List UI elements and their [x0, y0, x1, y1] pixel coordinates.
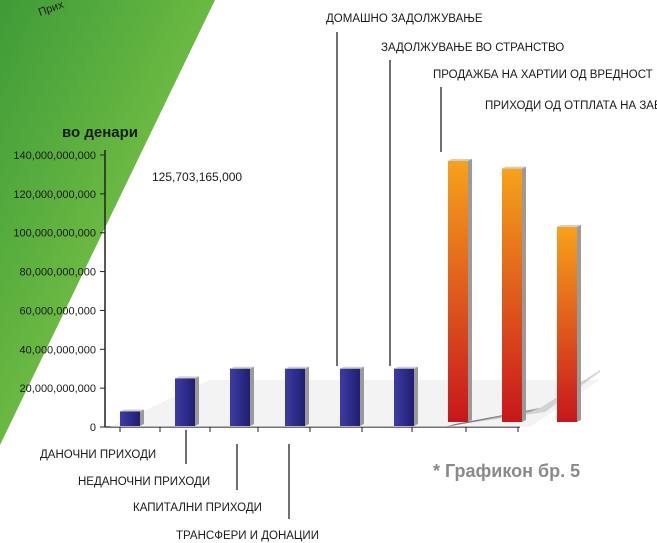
bar-front	[175, 378, 195, 426]
bar	[120, 409, 144, 426]
bar	[230, 366, 254, 426]
floor-shadow	[462, 370, 600, 424]
bar	[394, 366, 418, 426]
bar-front	[557, 226, 577, 422]
x-category-label: ДОМАШНО ЗАДОЛЖУВАЊЕ	[326, 13, 483, 25]
bar-side	[360, 366, 364, 426]
bar-top	[230, 366, 254, 369]
y-tick-label: 40,000,000,000	[20, 344, 96, 356]
x-category-label: НЕДАНОЧНИ ПРИХОДИ	[78, 476, 210, 488]
bar	[340, 366, 364, 426]
bar	[175, 376, 199, 426]
x-category-label: ТРАНСФЕРИ И ДОНАЦИИ	[176, 530, 319, 542]
chart-caption: * Графикон бр. 5	[433, 461, 580, 481]
y-tick-label: 60,000,000,000	[20, 305, 96, 317]
bar	[448, 158, 472, 423]
bar-front	[120, 411, 140, 426]
x-category-label: ДАНОЧНИ ПРИХОДИ	[40, 449, 156, 461]
bar-top	[175, 376, 199, 379]
y-tick-label: 140,000,000,000	[13, 150, 96, 162]
y-tick-label: 80,000,000,000	[20, 267, 96, 279]
bar-side	[414, 366, 418, 426]
bar-side	[305, 366, 309, 426]
bar-top	[340, 366, 364, 369]
bar-top	[448, 158, 472, 161]
bar	[502, 166, 526, 422]
bar-side	[577, 224, 581, 422]
bar-front	[285, 368, 305, 426]
y-axis-label: во денари	[62, 124, 138, 141]
bar-side	[250, 366, 254, 426]
bar-side	[468, 158, 472, 423]
bar-side	[140, 409, 144, 426]
bar-side	[522, 166, 526, 422]
bar-front	[230, 368, 250, 426]
x-category-label: ПРОДАЖБА НА ХАРТИИ ОД ВРЕДНОСТ	[433, 69, 653, 81]
y-tick-label: 0	[90, 422, 96, 434]
y-tick-label: 100,000,000,000	[13, 228, 96, 240]
bar-front	[394, 368, 414, 426]
bar-top	[285, 366, 309, 369]
data-label-total: 125,703,165,000	[152, 170, 242, 184]
x-category-label: ЗАДОЛЖУВАЊЕ ВО СТРАНСТВО	[381, 42, 564, 54]
category-labels: ДАНОЧНИ ПРИХОДИ НЕДАНОЧНИ ПРИХОДИ КАПИТАЛН…	[40, 13, 657, 542]
y-tick-labels: 0 20,000,000,000 40,000,000,000 60,000,000,…	[13, 150, 105, 434]
bar-front	[340, 368, 360, 426]
bar	[557, 224, 581, 422]
x-category-label: ПРИХОДИ ОД ОТПЛАТА НА ЗАЕМИ	[485, 100, 657, 112]
bar	[285, 366, 309, 426]
bar-top	[120, 409, 144, 412]
y-tick-label: 20,000,000,000	[20, 383, 96, 395]
bar-front	[448, 160, 468, 423]
green-banner	[0, 0, 215, 445]
bars	[120, 158, 581, 426]
bar-top	[394, 366, 418, 369]
bar-top	[557, 224, 581, 227]
y-tick-label: 120,000,000,000	[13, 189, 96, 201]
x-category-label: КАПИТАЛНИ ПРИХОДИ	[133, 502, 262, 514]
bar-top	[502, 166, 526, 169]
bar-front	[502, 168, 522, 422]
bar-side	[195, 376, 199, 426]
